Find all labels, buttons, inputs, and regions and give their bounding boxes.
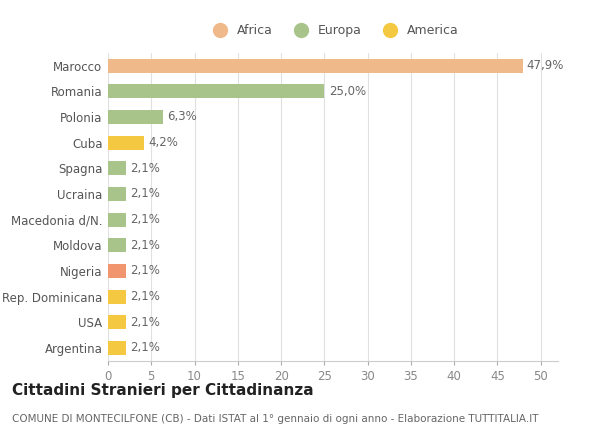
Text: 2,1%: 2,1% [131, 187, 160, 201]
Bar [108, 290, 126, 304]
Text: 2,1%: 2,1% [131, 264, 160, 278]
Bar [108, 187, 126, 201]
Bar [108, 315, 126, 330]
Text: 4,2%: 4,2% [149, 136, 179, 149]
Legend: Africa, Europa, America: Africa, Europa, America [202, 19, 464, 42]
Text: Cittadini Stranieri per Cittadinanza: Cittadini Stranieri per Cittadinanza [12, 383, 314, 398]
Bar [108, 213, 126, 227]
Bar [108, 341, 126, 355]
Text: 2,1%: 2,1% [131, 162, 160, 175]
Bar [108, 161, 126, 176]
Text: 2,1%: 2,1% [131, 239, 160, 252]
Text: 6,3%: 6,3% [167, 110, 197, 124]
Text: 47,9%: 47,9% [527, 59, 564, 72]
Text: 2,1%: 2,1% [131, 290, 160, 303]
Bar [108, 84, 325, 99]
Text: 2,1%: 2,1% [131, 316, 160, 329]
Bar [108, 238, 126, 253]
Text: COMUNE DI MONTECILFONE (CB) - Dati ISTAT al 1° gennaio di ogni anno - Elaborazio: COMUNE DI MONTECILFONE (CB) - Dati ISTAT… [12, 414, 539, 424]
Bar [108, 59, 523, 73]
Bar [108, 264, 126, 278]
Text: 2,1%: 2,1% [131, 213, 160, 226]
Text: 25,0%: 25,0% [329, 85, 366, 98]
Bar [108, 136, 145, 150]
Bar [108, 110, 163, 124]
Text: 2,1%: 2,1% [131, 341, 160, 355]
